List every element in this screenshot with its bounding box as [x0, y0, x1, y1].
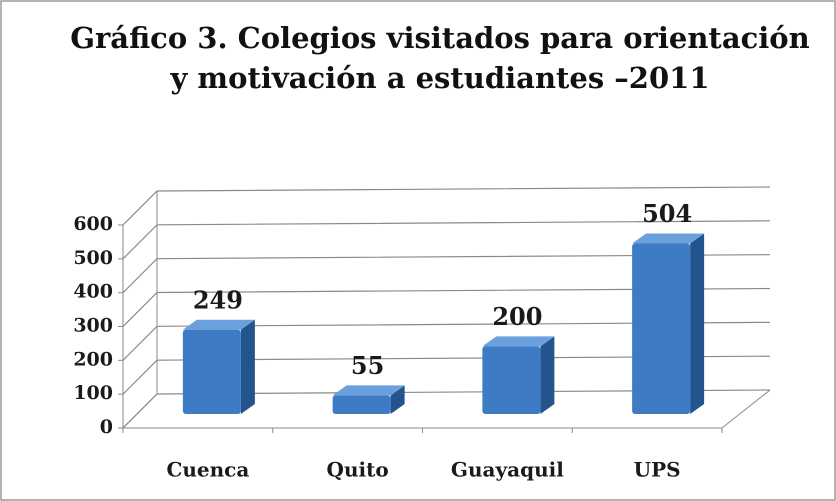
bar [632, 233, 705, 414]
y-tick-label: 500 [73, 247, 113, 269]
bar-face [332, 385, 405, 396]
bar [482, 336, 555, 414]
x-tick-label: Quito [327, 458, 389, 482]
grid-line [122, 220, 771, 260]
data-label: 249 [193, 285, 243, 314]
y-tick-label: 0 [100, 416, 113, 438]
grid-line [122, 287, 771, 327]
bar-face [240, 319, 255, 414]
bar-face [632, 233, 705, 244]
wall-edge [721, 389, 771, 429]
y-tick-label: 600 [73, 213, 113, 235]
bar [182, 319, 255, 414]
bar-face [690, 233, 705, 414]
grid-line [122, 355, 771, 395]
data-label: 55 [351, 351, 384, 380]
x-tick-label: Cuenca [166, 458, 249, 482]
data-label: 200 [492, 302, 542, 331]
chart-title: Gráfico 3. Colegios visitados para orien… [70, 21, 810, 95]
y-tick-label: 400 [73, 281, 113, 303]
bar-face [482, 346, 541, 414]
grid-line [122, 254, 771, 294]
y-tick-label: 200 [73, 348, 113, 370]
bar-face [540, 336, 555, 414]
bar-face [182, 319, 255, 330]
bar-face [390, 385, 405, 414]
bar-face [482, 336, 555, 347]
bar-face [182, 329, 241, 414]
data-label: 504 [642, 199, 692, 228]
grid-line [122, 186, 771, 226]
grid-line [122, 321, 771, 361]
bar-face [332, 395, 391, 414]
y-tick-label: 300 [73, 315, 113, 337]
grid-line [122, 389, 771, 429]
bar-face [632, 243, 691, 414]
bar [332, 385, 405, 414]
x-tick-label: Guayaquil [451, 458, 564, 482]
x-tick-label: UPS [634, 458, 681, 482]
y-tick-label: 100 [73, 382, 113, 404]
